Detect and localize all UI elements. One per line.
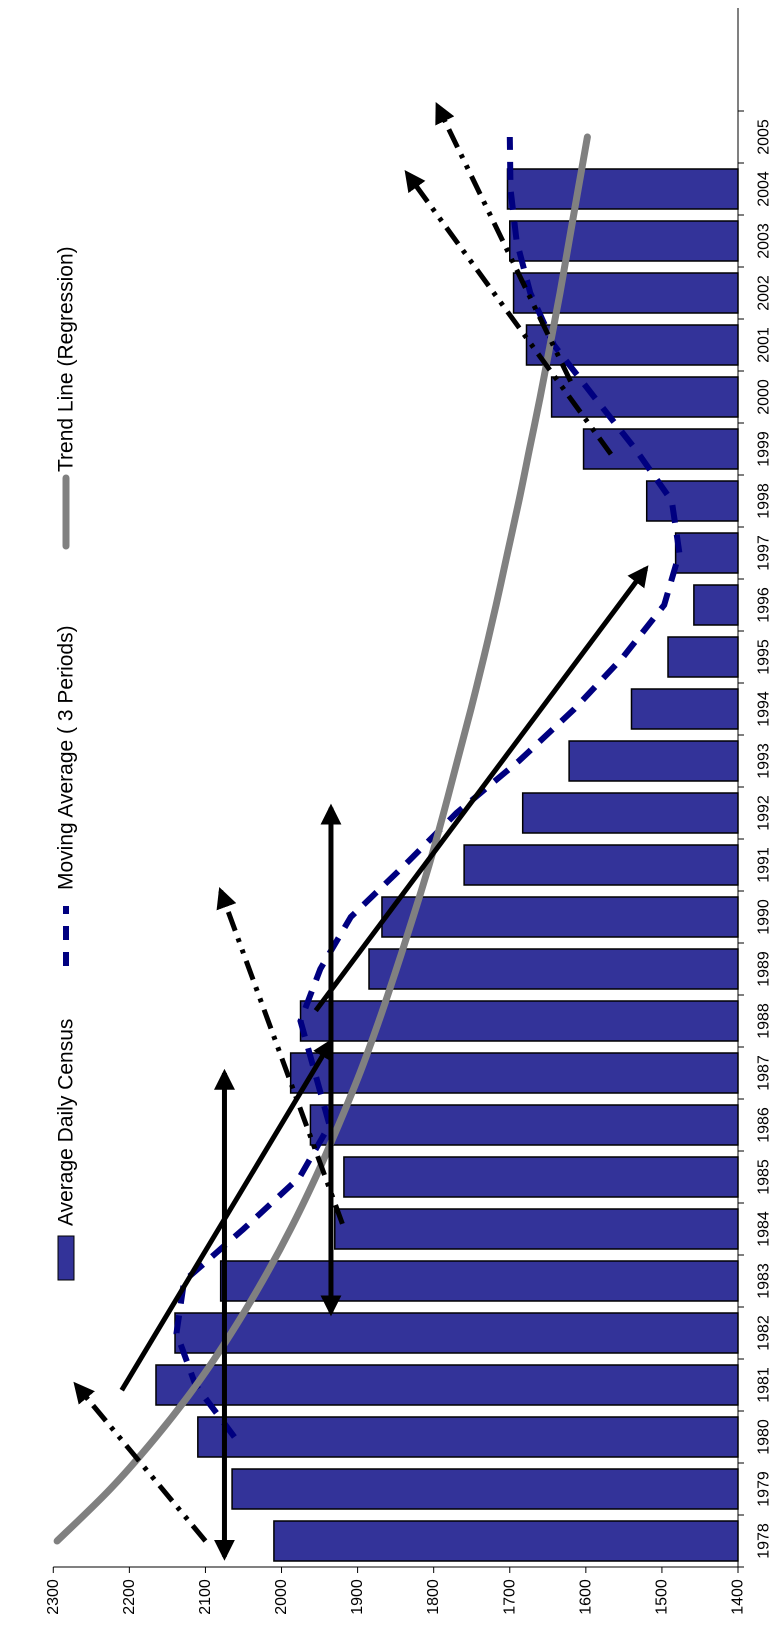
category-tick-label: 1999	[756, 431, 773, 467]
bar	[299, 1000, 739, 1042]
bar	[509, 220, 739, 262]
bar	[463, 844, 739, 886]
category-tick-label: 1987	[756, 1055, 773, 1091]
value-tick-label: 2000	[273, 1579, 290, 1615]
category-tick-label: 1980	[756, 1419, 773, 1455]
category-tick-label: 1982	[756, 1315, 773, 1351]
bar	[219, 1260, 739, 1302]
value-tick-label: 2300	[45, 1579, 62, 1615]
category-tick-label: 2005	[756, 119, 773, 155]
annotation-arrow	[73, 1381, 208, 1543]
category-tick-label: 2002	[756, 275, 773, 311]
bar	[506, 168, 739, 210]
category-tick-label: 2003	[756, 223, 773, 259]
category-tick-label: 1995	[756, 639, 773, 675]
value-tick-label: 1600	[577, 1579, 594, 1615]
bar	[368, 948, 739, 990]
category-tick-label: 1997	[756, 535, 773, 571]
category-tick-label: 1978	[756, 1523, 773, 1559]
bar	[273, 1520, 739, 1562]
category-tick-label: 1983	[756, 1263, 773, 1299]
bar	[693, 584, 739, 626]
category-tick-label: 1979	[756, 1471, 773, 1507]
legend-label: Trend Line (Regression)	[55, 246, 78, 472]
category-tick-label: 1986	[756, 1107, 773, 1143]
category-tick-label: 1985	[756, 1159, 773, 1195]
category-tick-label: 1989	[756, 951, 773, 987]
category-tick-label: 2004	[756, 171, 773, 207]
legend-label: Moving Average ( 3 Periods)	[55, 625, 78, 890]
annotation-arrow	[216, 887, 345, 1225]
bar	[334, 1208, 739, 1250]
category-tick-label: 1984	[756, 1211, 773, 1247]
category-tick-label: 1996	[756, 587, 773, 623]
value-tick-label: 1500	[653, 1579, 670, 1615]
bar	[525, 324, 739, 366]
legend-label: Average Daily Census	[55, 1019, 78, 1226]
category-tick-label: 1991	[756, 847, 773, 883]
bar	[174, 1312, 739, 1354]
bar	[521, 792, 739, 834]
bar	[674, 532, 739, 574]
category-tick-label: 2001	[756, 327, 773, 363]
bar	[381, 896, 739, 938]
bar	[667, 636, 739, 678]
annotation-arrow	[404, 170, 613, 456]
bar	[309, 1104, 739, 1146]
bar	[512, 272, 739, 314]
category-tick-label: 1981	[756, 1367, 773, 1403]
value-tick-label: 1700	[501, 1579, 518, 1615]
bar	[630, 688, 739, 730]
category-tick-label: 2000	[756, 379, 773, 415]
category-tick-label: 1994	[756, 691, 773, 727]
annotation-arrow	[313, 565, 649, 1013]
bar	[231, 1468, 739, 1510]
category-tick-label: 1988	[756, 1003, 773, 1039]
category-tick-label: 1993	[756, 743, 773, 779]
value-tick-label: 1400	[730, 1579, 747, 1615]
bar	[155, 1364, 739, 1406]
value-tick-label: 1800	[425, 1579, 442, 1615]
legend-swatch	[57, 1235, 75, 1281]
value-tick-label: 2100	[197, 1579, 214, 1615]
category-tick-label: 1992	[756, 795, 773, 831]
bar	[550, 376, 739, 418]
category-tick-label: 1998	[756, 483, 773, 519]
category-tick-label: 1990	[756, 899, 773, 935]
bar	[197, 1416, 739, 1458]
bar	[343, 1156, 739, 1198]
value-tick-label: 1900	[349, 1579, 366, 1615]
bar	[568, 740, 739, 782]
value-tick-label: 2200	[121, 1579, 138, 1615]
